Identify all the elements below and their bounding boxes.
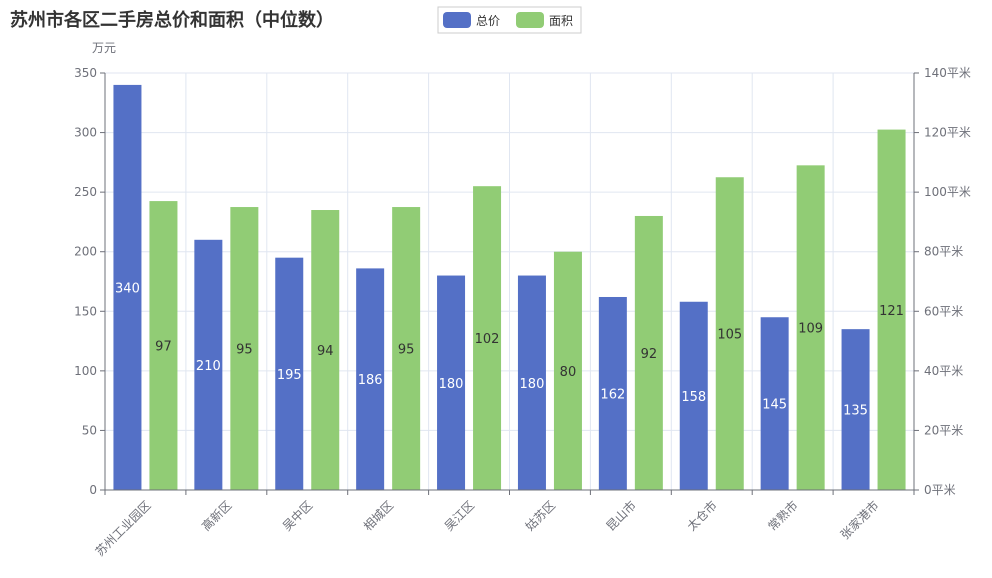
- x-category-label: 苏州工业园区: [93, 498, 154, 559]
- bar-area-label: 95: [398, 343, 415, 358]
- bar-area-label: 97: [155, 340, 172, 355]
- bar-total-price-label: 135: [843, 404, 868, 419]
- legend-label: 面积: [549, 14, 573, 28]
- legend-swatch: [516, 12, 544, 28]
- bar-total-price-label: 210: [196, 359, 221, 374]
- bar-area-label: 80: [560, 365, 577, 380]
- legend-swatch: [443, 12, 471, 28]
- x-category-label: 高新区: [198, 498, 234, 534]
- bar-area: [392, 207, 421, 491]
- x-category-label: 吴江区: [442, 498, 477, 533]
- legend: 总价 面积: [437, 6, 582, 34]
- y-left-tick-label: 150: [74, 304, 97, 318]
- bar-total-price: [760, 317, 789, 490]
- y-right-tick-label: 80平米: [924, 245, 963, 259]
- bar-total-price: [679, 301, 708, 490]
- bar-total-price: [517, 275, 546, 490]
- bar-total-price-label: 158: [681, 390, 706, 405]
- y-right-tick-label: 60平米: [924, 304, 963, 318]
- bar-area: [311, 210, 340, 490]
- x-category-label: 太仓市: [684, 498, 720, 534]
- bar-total-price: [598, 296, 627, 490]
- bar-area: [149, 201, 178, 491]
- y-left-tick-label: 300: [74, 126, 97, 140]
- bar-area-label: 102: [475, 332, 500, 347]
- bar-total-price: [113, 84, 142, 491]
- bar-total-price-label: 180: [520, 377, 545, 392]
- x-category-label: 吴中区: [279, 498, 315, 534]
- y-left-tick-label: 50: [82, 423, 97, 437]
- bar-area-label: 92: [641, 347, 658, 362]
- y-right-tick-label: 0平米: [924, 483, 956, 497]
- bar-total-price-label: 145: [762, 398, 787, 413]
- y-left-tick-label: 0: [89, 483, 97, 497]
- y-left-tick-label: 250: [74, 185, 97, 199]
- chart-title: 苏州市各区二手房总价和面积（中位数）: [10, 9, 334, 31]
- bar-area: [230, 207, 259, 491]
- bar-total-price: [194, 239, 223, 490]
- x-category-label: 昆山市: [603, 498, 639, 534]
- bar-area-label: 109: [798, 322, 823, 337]
- bar-area-label: 95: [236, 343, 253, 358]
- bar-total-price-label: 162: [600, 387, 625, 402]
- bar-total-price-label: 340: [115, 281, 140, 296]
- y-left-unit-label: 万元: [92, 41, 116, 55]
- bar-total-price-label: 195: [277, 368, 302, 383]
- y-right-tick-label: 100平米: [924, 185, 971, 199]
- y-right-tick-label: 140平米: [924, 66, 971, 80]
- bar-total-price-label: 180: [439, 377, 464, 392]
- bars: 340 97 210 95 195 94 186 95 180 102 180 80 162 92 158 1…: [113, 84, 906, 491]
- bar-area: [553, 251, 582, 490]
- x-category-label: 常熟市: [765, 498, 801, 534]
- bar-area-label: 105: [717, 328, 742, 343]
- bar-area: [473, 186, 502, 490]
- bar-area-label: 94: [317, 344, 334, 359]
- y-left-tick-label: 200: [74, 245, 97, 259]
- bar-area: [634, 215, 663, 490]
- bar-total-price: [356, 268, 385, 490]
- y-right-tick-label: 120平米: [924, 126, 971, 140]
- x-category-label: 相城区: [361, 498, 396, 533]
- y-right-tick-label: 40平米: [924, 364, 963, 378]
- x-category-label: 张家港市: [837, 498, 882, 543]
- bar-total-price: [275, 257, 304, 490]
- bar-total-price: [841, 329, 870, 490]
- bar-area: [715, 177, 744, 490]
- y-right-tick-label: 20平米: [924, 423, 963, 437]
- bar-area: [796, 165, 825, 491]
- bar-area-label: 121: [879, 304, 904, 319]
- y-left-tick-label: 350: [74, 66, 97, 80]
- bar-total-price-label: 186: [358, 373, 383, 388]
- bar-total-price: [437, 275, 466, 490]
- x-category-label: 姑苏区: [523, 498, 558, 533]
- bar-area: [877, 129, 906, 491]
- legend-label: 总价: [476, 14, 500, 28]
- y-left-tick-label: 100: [74, 364, 97, 378]
- grid-lines: [105, 72, 914, 490]
